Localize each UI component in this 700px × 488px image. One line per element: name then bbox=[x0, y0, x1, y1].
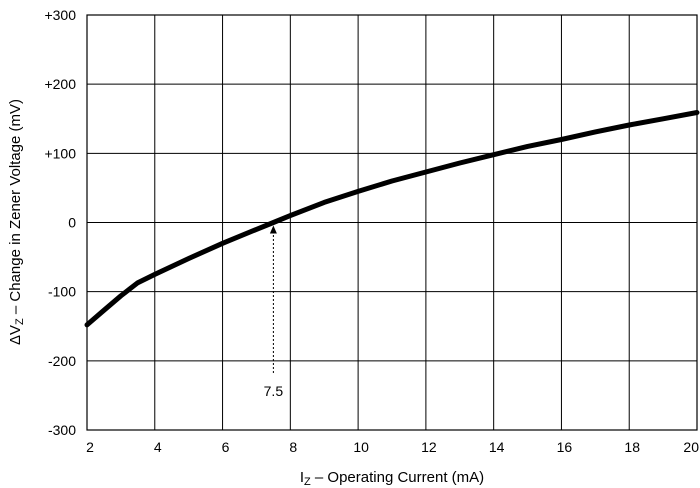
y-tick-label: -200 bbox=[48, 353, 76, 369]
annotation-label: 7.5 bbox=[264, 383, 284, 399]
y-tick-labels: +300 +200 +100 0 -100 -200 -300 bbox=[44, 7, 76, 438]
x-tick-label: 10 bbox=[353, 439, 369, 455]
y-tick-label: -100 bbox=[48, 284, 76, 300]
x-tick-label: 12 bbox=[421, 439, 437, 455]
x-tick-label: 20 bbox=[683, 439, 699, 455]
y-axis-title: ΔVZ – Change in Zener Voltage (mV) bbox=[7, 99, 26, 345]
series-line bbox=[84, 110, 700, 328]
x-tick-label: 2 bbox=[86, 439, 94, 455]
y-tick-label: +100 bbox=[44, 145, 76, 161]
x-tick-label: 18 bbox=[624, 439, 640, 455]
x-tick-label: 14 bbox=[489, 439, 505, 455]
y-tick-label: +200 bbox=[44, 76, 76, 92]
y-tick-label: -300 bbox=[48, 422, 76, 438]
x-tick-label: 16 bbox=[557, 439, 573, 455]
x-tick-labels: 2 4 6 8 10 12 14 16 18 20 bbox=[86, 439, 699, 455]
x-tick-label: 8 bbox=[289, 439, 297, 455]
y-tick-label: 0 bbox=[68, 215, 76, 231]
annotation-arrowhead bbox=[269, 225, 277, 234]
grid bbox=[86, 14, 698, 431]
series bbox=[84, 110, 700, 328]
annotations: 7.5 bbox=[264, 225, 284, 399]
x-tick-label: 6 bbox=[222, 439, 230, 455]
x-tick-label: 4 bbox=[154, 439, 162, 455]
y-tick-label: +300 bbox=[44, 7, 76, 23]
x-axis-title: IZ – Operating Current (mA) bbox=[300, 469, 484, 488]
